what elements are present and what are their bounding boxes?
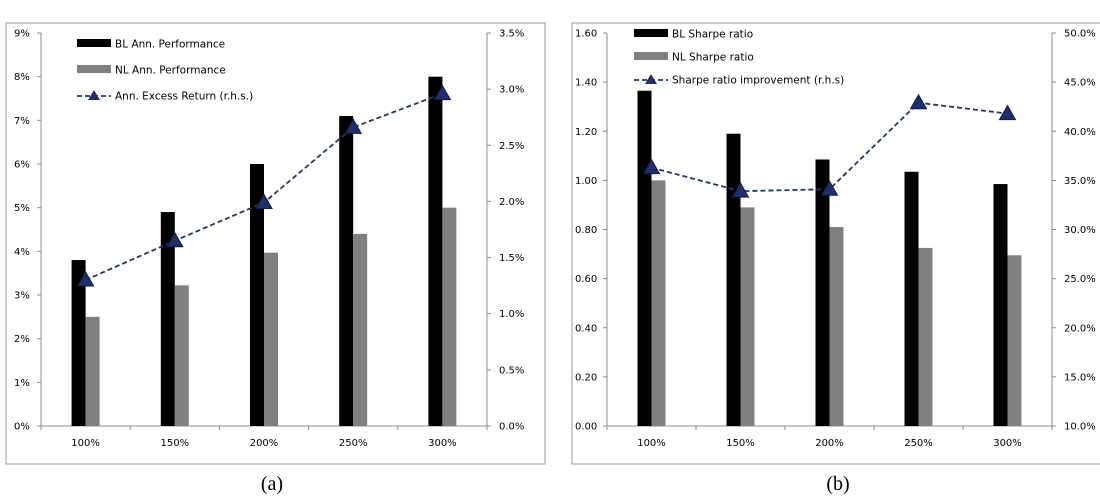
- bar-bl: [904, 171, 919, 426]
- legend-label: BL Ann. Performance: [115, 39, 225, 51]
- y-left-tick-label: 7%: [14, 116, 30, 127]
- y-right-tick-label: 35.0%: [1064, 176, 1096, 187]
- y-right-tick-label: 1.0%: [499, 309, 524, 320]
- line-marker-triangle: [433, 84, 452, 101]
- chart-a: 0% 1% 2% 3% 4% 5% 6% 7% 8% 9% 0.0% 0.5% 1.0% 1.5% 2.0%…: [14, 29, 524, 450]
- line-marker-triangle: [820, 180, 839, 196]
- x-tick-label: 200%: [815, 438, 844, 449]
- y-left-tick-label: 0.00: [575, 422, 597, 433]
- bar-nl: [85, 316, 100, 426]
- bar-bl: [160, 212, 175, 426]
- y-right-tick-label: 50.0%: [1064, 29, 1096, 40]
- y-left-tick-label: 2%: [14, 334, 30, 345]
- bar-nl: [174, 285, 189, 426]
- legend-swatch: [77, 65, 111, 73]
- caption-b: (b): [826, 473, 849, 495]
- y-right-tick-label: 40.0%: [1064, 127, 1096, 138]
- line-marker-triangle: [255, 193, 273, 210]
- legend-marker-triangle: [88, 90, 100, 100]
- bar-bl: [993, 184, 1008, 426]
- y-right-tick-label: 0.0%: [499, 422, 524, 433]
- y-right-tick-label: 30.0%: [1064, 225, 1096, 236]
- bar-nl: [651, 180, 666, 426]
- y-left-tick-label: 1.40: [575, 78, 597, 89]
- line-marker-triangle: [909, 93, 928, 110]
- legend-label: NL Ann. Performance: [115, 65, 226, 77]
- legend-marker-triangle: [645, 74, 657, 84]
- y-left-tick-label: 9%: [14, 29, 30, 40]
- line-marker-triangle: [165, 231, 184, 248]
- x-tick-label: 200%: [250, 438, 279, 449]
- y-left-tick-label: 0.40: [575, 323, 597, 334]
- x-tick-label: 250%: [339, 438, 368, 449]
- y-left-tick-label: 8%: [14, 72, 30, 83]
- y-left-tick-label: 1.60: [575, 29, 597, 40]
- x-tick-label: 150%: [726, 438, 755, 449]
- bar-bl: [250, 164, 264, 426]
- legend-swatch: [77, 39, 111, 47]
- y-right-tick-label: 45.0%: [1064, 78, 1096, 89]
- x-tick-label: 300%: [993, 438, 1022, 449]
- bar-bl: [726, 133, 741, 427]
- bar-bl: [815, 159, 830, 426]
- y-right-tick-label: 0.5%: [499, 365, 524, 376]
- line-marker-triangle: [731, 182, 750, 198]
- bar-nl: [264, 252, 278, 426]
- x-tick-label: 150%: [161, 438, 190, 449]
- x-tick-label: 250%: [904, 438, 933, 449]
- x-tick-label: 100%: [71, 438, 100, 449]
- y-left-tick-label: 0.80: [575, 225, 597, 236]
- y-right-tick-label: 3.0%: [499, 85, 524, 96]
- bar-nl: [918, 247, 933, 426]
- legend-label: Sharpe ratio improvement (r.h.s): [672, 75, 844, 87]
- y-left-tick-label: 4%: [14, 247, 30, 258]
- y-right-tick-label: 15.0%: [1064, 372, 1096, 383]
- bar-bl: [339, 115, 354, 426]
- bar-bl: [71, 260, 86, 426]
- bar-nl: [740, 207, 755, 426]
- caption-a: (a): [261, 473, 283, 495]
- y-left-tick-label: 0%: [14, 422, 30, 433]
- x-tick-label: 300%: [428, 438, 457, 449]
- bar-nl: [829, 227, 844, 426]
- y-right-tick-label: 25.0%: [1064, 274, 1096, 285]
- line-marker-triangle: [998, 104, 1017, 121]
- bar-bl: [637, 90, 652, 427]
- y-left-tick-label: 1%: [14, 378, 30, 389]
- y-right-tick-label: 1.5%: [499, 253, 524, 264]
- y-left-tick-label: 0.20: [575, 372, 597, 383]
- y-right-tick-label: 3.5%: [499, 29, 524, 40]
- legend-swatch: [634, 52, 668, 60]
- y-right-tick-label: 2.5%: [499, 141, 524, 152]
- legend-label: BL Sharpe ratio: [672, 29, 753, 41]
- legend-label: NL Sharpe ratio: [672, 52, 754, 64]
- y-right-tick-label: 2.0%: [499, 197, 524, 208]
- y-right-tick-label: 20.0%: [1064, 323, 1096, 334]
- y-left-tick-label: 5%: [14, 203, 30, 214]
- line-marker-triangle: [642, 158, 661, 175]
- bar-bl: [428, 76, 443, 427]
- bar-nl: [1007, 255, 1022, 426]
- legend-swatch: [634, 29, 668, 37]
- y-right-tick-label: 10.0%: [1064, 422, 1096, 433]
- chart-b: 0.00 0.20 0.40 0.60 0.80 1.00 1.20 1.40 1.60 10.0…: [575, 29, 1096, 450]
- y-left-tick-label: 6%: [14, 160, 30, 171]
- line-marker-triangle: [344, 118, 363, 134]
- y-left-tick-label: 1.20: [575, 127, 597, 138]
- y-left-tick-label: 1.00: [575, 176, 597, 187]
- y-left-tick-label: 3%: [14, 291, 30, 302]
- x-tick-label: 100%: [637, 438, 666, 449]
- bar-nl: [442, 207, 457, 426]
- legend-label: Ann. Excess Return (r.h.s.): [115, 91, 253, 103]
- y-left-tick-label: 0.60: [575, 274, 597, 285]
- bar-nl: [353, 233, 368, 426]
- line-marker-triangle: [76, 271, 95, 287]
